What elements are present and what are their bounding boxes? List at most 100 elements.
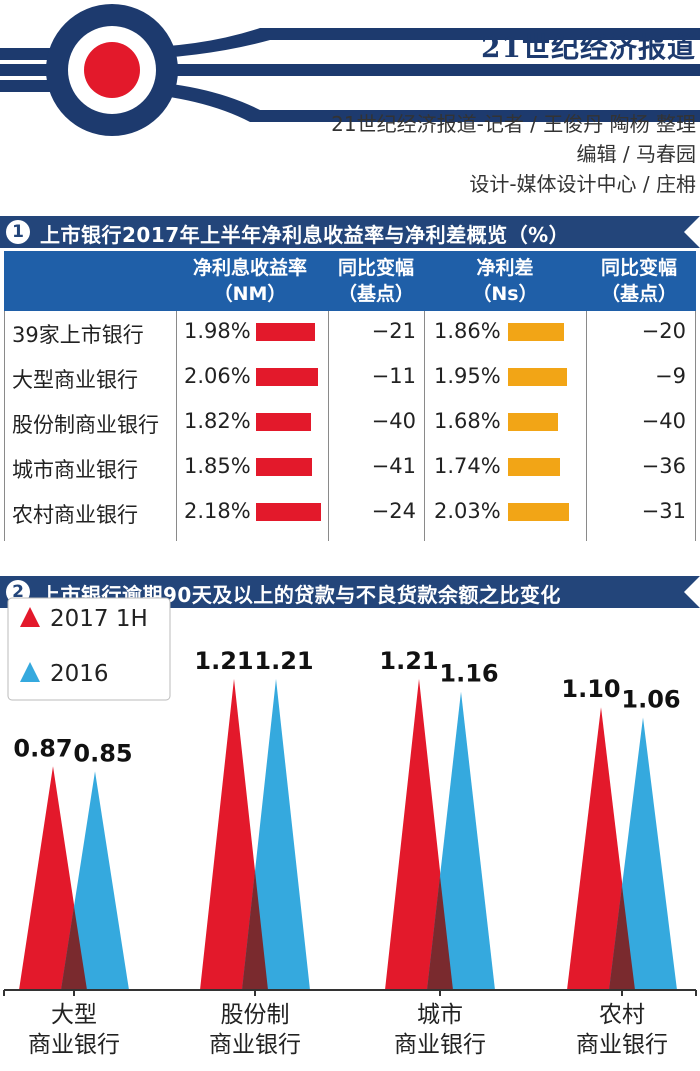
masthead-graphic — [0, 4, 700, 136]
spike-overlap — [242, 871, 268, 990]
header-ns-label: 净利差 — [476, 257, 534, 279]
row-nim-value: 2.06% — [184, 364, 251, 388]
table-divider — [176, 311, 177, 541]
row-ns-yoy: −20 — [641, 319, 686, 343]
header-ns-yoy: 同比变幅 （基点） — [586, 255, 692, 307]
ratio-chart: 0.87 0.85 大型 商业银行 1.21 1.21 股份制 商业银行 1.21 1.16 城市商… — [0, 590, 700, 1067]
nim-bar — [256, 458, 312, 476]
row-ns-yoy: −40 — [641, 409, 686, 433]
legend-swatch-2017-1h — [20, 607, 40, 627]
header-nim-sub: （NM） — [213, 283, 287, 305]
publication-title: 21世纪经济报道 — [481, 31, 696, 64]
legend-swatch-2016 — [20, 662, 40, 682]
row-bank-name: 城市商业银行 — [12, 458, 138, 482]
category-label: 商业银行 — [576, 1032, 668, 1058]
row-ns-value: 2.03% — [434, 499, 501, 523]
row-nim-value: 1.82% — [184, 409, 251, 433]
table-row: 城市商业银行 1.85% −41 1.74% −36 — [4, 446, 696, 491]
value-label-2016: 1.06 — [621, 685, 680, 713]
value-label-2017-1h: 0.87 — [13, 734, 72, 762]
header-nim-yoy: 同比变幅 （基点） — [328, 255, 424, 307]
row-ns-value: 1.68% — [434, 409, 501, 433]
section1-title: 上市银行2017年上半年净利息收益率与净利差概览（%） — [40, 223, 570, 247]
category-label: 大型 — [51, 1002, 97, 1028]
table-row: 农村商业银行 2.18% −24 2.03% −31 — [4, 491, 696, 536]
spike-overlap — [609, 885, 635, 990]
nim-bar — [256, 323, 316, 341]
category-label: 商业银行 — [209, 1032, 301, 1058]
ns-bar — [508, 458, 561, 476]
row-bank-name: 39家上市银行 — [12, 323, 144, 347]
row-ns-yoy: −36 — [641, 454, 686, 478]
lower-stripe-graphic — [0, 80, 700, 122]
heading-arrow-notch — [684, 576, 700, 608]
category-label: 商业银行 — [28, 1032, 120, 1058]
header-ns-sub: （Ns） — [472, 283, 538, 305]
spike-overlap — [427, 875, 453, 990]
row-ns-value: 1.95% — [434, 364, 501, 388]
table-divider — [4, 311, 5, 541]
ns-bar — [508, 368, 567, 386]
row-ns-value: 1.86% — [434, 319, 501, 343]
legend-label-2016: 2016 — [50, 661, 109, 687]
category-label: 农村 — [599, 1002, 645, 1028]
nim-table: 净利息收益率 （NM） 同比变幅 （基点） 净利差 （Ns） 同比变幅 （基点）… — [4, 251, 696, 541]
nim-bar — [256, 413, 311, 431]
spike-overlap — [61, 906, 87, 990]
table-divider — [328, 311, 329, 541]
ns-bar — [508, 323, 564, 341]
table-header: 净利息收益率 （NM） 同比变幅 （基点） 净利差 （Ns） 同比变幅 （基点） — [4, 251, 696, 311]
row-bank-name: 股份制商业银行 — [12, 413, 159, 437]
heading-arrow-notch — [684, 216, 700, 248]
table-divider — [424, 311, 425, 541]
legend-box — [7, 597, 171, 701]
section1-heading: 1 上市银行2017年上半年净利息收益率与净利差概览（%） — [0, 216, 700, 248]
row-ns-yoy: −9 — [655, 364, 686, 388]
credit-editor: 编辑 / 马春园 — [576, 142, 696, 166]
logo-red-dot — [84, 42, 140, 98]
nim-bar — [256, 368, 318, 386]
row-ns-value: 1.74% — [434, 454, 501, 478]
section1-number-badge: 1 — [6, 220, 30, 244]
table-divider — [586, 311, 587, 541]
ns-bar — [508, 413, 559, 431]
header-ns: 净利差 （Ns） — [424, 255, 586, 307]
nim-bar — [256, 503, 322, 521]
category-label: 城市 — [417, 1002, 463, 1028]
header-nim-yoy-label: 同比变幅 — [337, 257, 414, 279]
table-row: 股份制商业银行 1.82% −40 1.68% −40 — [4, 401, 696, 446]
section2-heading: 2 上市银行逾期90天及以上的贷款与不良货款余额之比变化 — [0, 576, 700, 608]
category-label: 商业银行 — [394, 1032, 486, 1058]
table-divider — [695, 311, 696, 541]
row-bank-name: 农村商业银行 — [12, 503, 138, 527]
category-label: 股份制 — [221, 1002, 290, 1028]
credit-reporters: 21世纪经济报道-记者 / 王俊丹 陶杨 整理 — [331, 112, 696, 136]
table-row: 39家上市银行 1.98% −21 1.86% −20 — [4, 311, 696, 356]
header-ns-yoy-sub: （基点） — [600, 283, 677, 305]
row-nim-value: 2.18% — [184, 499, 251, 523]
header-nim: 净利息收益率 （NM） — [172, 255, 328, 307]
row-nim-yoy: −11 — [371, 364, 416, 388]
header-nim-label: 净利息收益率 — [192, 257, 307, 279]
value-label-2016: 1.16 — [439, 660, 498, 688]
value-label-2016: 1.21 — [254, 647, 313, 675]
row-nim-value: 1.85% — [184, 454, 251, 478]
value-label-2017-1h: 1.21 — [194, 647, 253, 675]
legend-label-2017-1h: 2017 1H — [50, 606, 148, 632]
credit-designer: 设计-媒体设计中心 / 庄枏 — [469, 172, 696, 196]
row-nim-yoy: −21 — [371, 319, 416, 343]
row-nim-yoy: −40 — [371, 409, 416, 433]
table-row: 大型商业银行 2.06% −11 1.95% −9 — [4, 356, 696, 401]
row-bank-name: 大型商业银行 — [12, 368, 138, 392]
value-label-2017-1h: 1.21 — [379, 647, 438, 675]
value-label-2017-1h: 1.10 — [561, 675, 620, 703]
row-nim-yoy: −24 — [371, 499, 416, 523]
value-label-2016: 0.85 — [73, 739, 132, 767]
header-nim-yoy-sub: （基点） — [337, 283, 414, 305]
masthead: 21世纪经济报道 21世纪经济报道-记者 / 王俊丹 陶杨 整理 编辑 / 马春… — [0, 0, 700, 200]
ns-bar — [508, 503, 569, 521]
header-ns-yoy-label: 同比变幅 — [600, 257, 677, 279]
row-nim-value: 1.98% — [184, 319, 251, 343]
row-nim-yoy: −41 — [371, 454, 416, 478]
